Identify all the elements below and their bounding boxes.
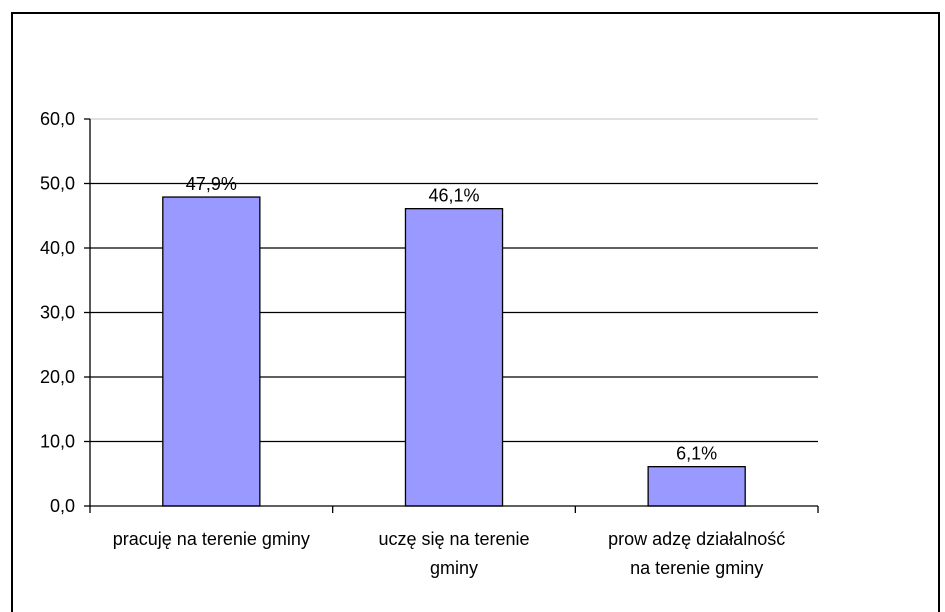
data-label: 47,9% [186, 174, 237, 194]
bars [163, 197, 745, 506]
y-tick-label: 0,0 [50, 496, 75, 516]
data-label: 6,1% [676, 444, 717, 464]
x-category-label: uczę się na terenie [378, 529, 529, 549]
x-category-label: pracuję na terenie gminy [113, 529, 310, 549]
y-tick-label: 60,0 [40, 109, 75, 129]
y-tick-label: 30,0 [40, 303, 75, 323]
y-tick-label: 10,0 [40, 432, 75, 452]
bar [163, 197, 260, 506]
bar [648, 467, 745, 506]
bar [405, 209, 502, 506]
data-label: 46,1% [428, 186, 479, 206]
x-category-label: gminy [430, 558, 478, 578]
y-tick-label: 40,0 [40, 238, 75, 258]
x-category-label: na terenie gminy [630, 558, 763, 578]
x-category-label: prow adzę działalność [608, 529, 785, 549]
y-tick-label: 50,0 [40, 174, 75, 194]
y-tick-label: 20,0 [40, 367, 75, 387]
